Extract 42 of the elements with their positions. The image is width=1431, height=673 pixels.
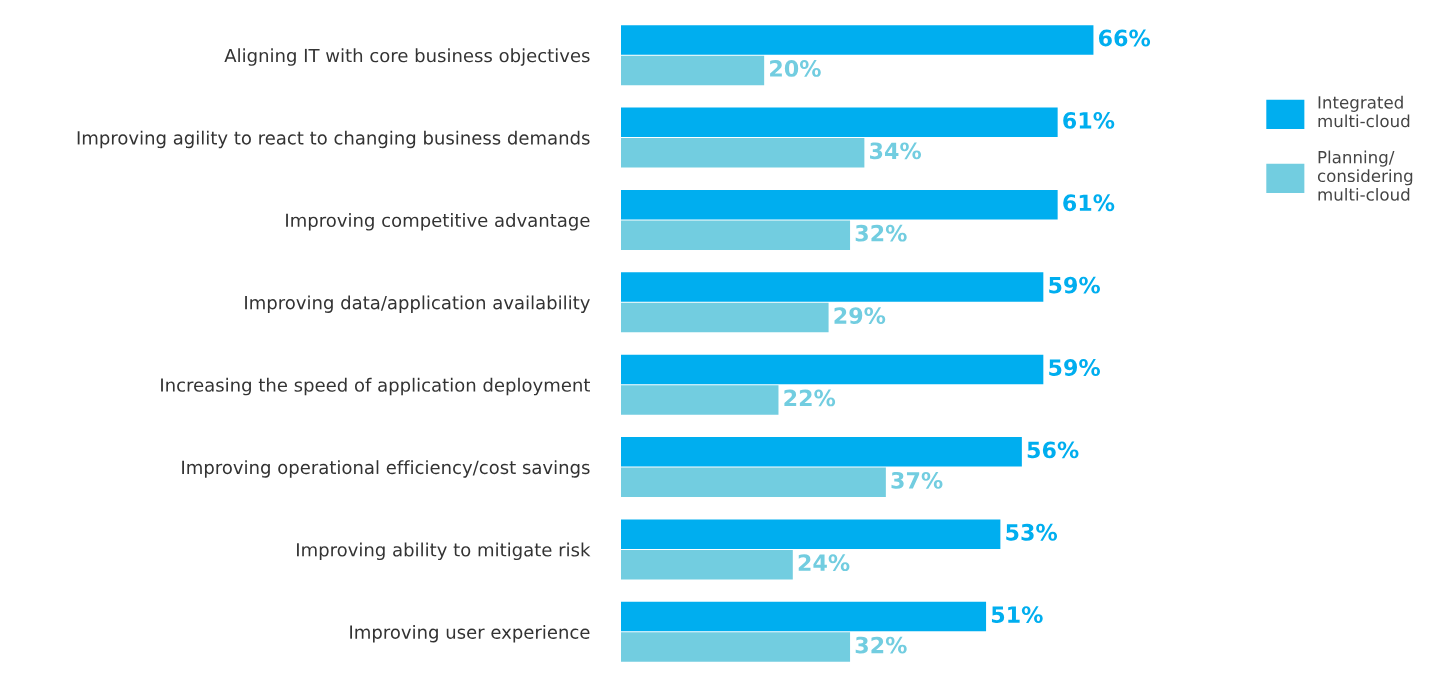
data-label: 53% [1006, 523, 1058, 541]
data-label: 66% [1098, 29, 1151, 47]
bar [621, 467, 886, 498]
bar [621, 601, 987, 632]
data-label: 34% [870, 142, 922, 160]
bar [621, 55, 765, 86]
legend-label: Planning/ considering multi-cloud [1317, 150, 1413, 201]
bar [621, 220, 851, 250]
data-label: 59% [1049, 276, 1100, 294]
data-label: 61% [1063, 194, 1115, 212]
bar [621, 385, 779, 415]
data-label: 32% [855, 224, 907, 242]
data-label: 22% [784, 389, 836, 407]
data-label: 59% [1049, 359, 1100, 376]
y-tick-label: Improving operational efficiency/cost savings [182, 460, 590, 478]
y-tick-label: Improving agility to react to changing business demands [77, 130, 590, 149]
data-label: 56% [1027, 441, 1079, 459]
bar [621, 632, 851, 662]
data-label: 61% [1063, 111, 1115, 129]
y-tick-label: Aligning IT with core business objectives [224, 48, 590, 66]
data-label: 37% [891, 471, 943, 489]
bar [621, 549, 793, 580]
bar [621, 107, 1058, 138]
legend-label: Integrated multi-cloud [1318, 95, 1410, 128]
bar [621, 519, 1001, 549]
y-tick-label: Increasing the speed of application deployment [161, 377, 590, 396]
data-label: 32% [855, 636, 907, 654]
bar [621, 302, 829, 333]
bar [621, 138, 865, 168]
data-label: 29% [834, 307, 886, 324]
y-tick-label: Improving user experience [350, 624, 590, 643]
bar [621, 25, 1094, 55]
y-tick-label: Improving competitive advantage [286, 213, 590, 231]
data-label: 20% [770, 60, 821, 77]
data-label: 24% [798, 554, 850, 572]
data-label: 51% [991, 606, 1043, 624]
y-tick-label: Improving ability to mitigate risk [297, 542, 591, 561]
bar [621, 354, 1044, 385]
bar [621, 189, 1058, 220]
y-tick-label: Improving data/application availability [245, 295, 590, 313]
bar [621, 437, 1022, 467]
bar [621, 272, 1044, 302]
